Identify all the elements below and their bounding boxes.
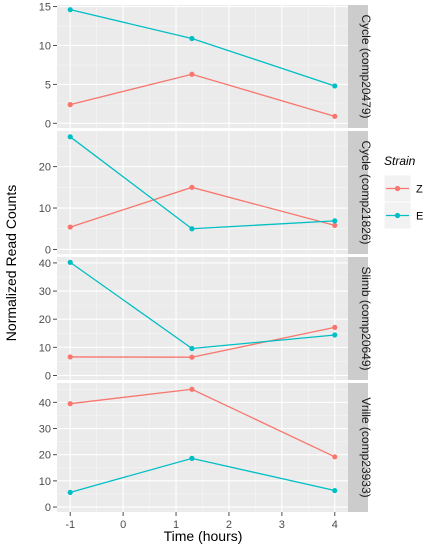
data-point-e [332,332,338,338]
facet-strip [348,383,368,512]
data-point-z [67,401,73,407]
legend-title: Strain [384,154,416,168]
x-tick-label: 3 [279,519,285,531]
y-tick-label: 20 [39,450,51,462]
y-tick-label: 30 [39,424,51,436]
data-point-e [189,226,195,232]
y-tick-label: 10 [39,476,51,488]
data-point-z [67,354,73,360]
facet-strip-label: Slimb (comp20649) [359,266,373,370]
y-tick-label: 0 [45,502,51,514]
x-axis-title: Time (hours) [164,528,243,544]
x-tick-label: 1 [173,519,179,531]
y-tick-label: 15 [39,2,51,14]
x-tick-label: 2 [226,519,232,531]
data-point-z [189,354,195,360]
y-tick-label: 30 [39,286,51,298]
y-tick-label: 10 [39,203,51,215]
data-point-e [67,489,73,495]
y-tick-label: 5 [45,79,51,91]
y-tick-label: 0 [45,244,51,256]
facet-strip [348,257,368,380]
data-point-e [332,218,338,224]
data-point-e [189,455,195,461]
data-point-z [67,102,73,108]
y-axis-title: Normalized Read Counts [3,185,19,341]
data-point-z [332,222,338,229]
data-point-z [189,386,195,392]
y-tick-label: 40 [39,258,51,270]
y-tick-label: 0 [45,370,51,382]
facet-panel: 0 10 20 Cycle (comp21826) [39,131,373,256]
y-tick-label: 0 [45,118,51,130]
legend-key-point [394,212,401,219]
data-point-z [332,324,338,330]
y-tick-label: 40 [39,397,51,409]
data-point-e [332,83,338,89]
data-point-e [67,7,73,13]
data-point-z [189,71,195,77]
y-tick-label: 10 [39,342,51,354]
facet-panel: 0 10 20 30 40 Slimb (comp20649) [39,257,373,382]
y-tick-label: 20 [39,162,51,174]
y-tick-label: 20 [39,314,51,326]
data-point-z [332,454,338,460]
data-point-e [67,134,73,140]
legend-key-point [394,185,401,192]
facet-strip [348,5,368,128]
data-point-z [67,224,73,230]
legend-label-z: Z [416,184,423,196]
x-tick-label: 0 [120,519,126,531]
x-axis: -1 0 1 2 3 4 [65,512,338,531]
data-point-z [189,184,195,190]
y-tick-label: 10 [39,40,51,52]
data-point-z [332,113,338,119]
facet-strip-label: Vrille (comp23933) [359,397,373,497]
legend-label-e: E [416,211,423,223]
facet-strip-label: Cycle (comp21826) [359,140,373,244]
x-tick-label: -1 [65,519,75,531]
facet-panel: 0 10 20 30 40 Vrille (comp23933) [39,383,373,514]
data-point-e [189,345,195,352]
x-tick-label: 4 [332,519,338,531]
facet-strip-label: Cycle (comp20479) [359,14,373,118]
data-point-e [189,35,195,42]
facet-panel: 0 5 10 15 Cycle (comp20479) [39,2,373,131]
data-point-e [332,487,338,494]
legend: Strain Z E [383,154,423,230]
facet-strip [348,131,368,254]
data-point-e [67,259,73,265]
